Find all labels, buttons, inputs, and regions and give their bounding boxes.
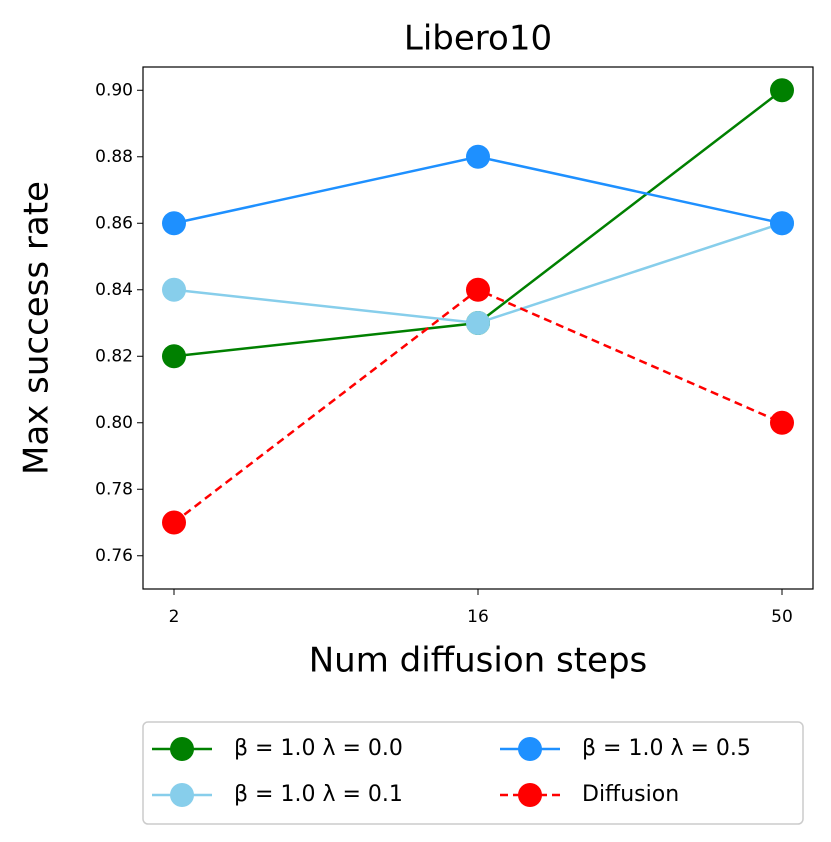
series-line xyxy=(173,222,783,325)
x-tick-label: 2 xyxy=(169,607,180,627)
x-tick-label: 16 xyxy=(467,607,489,627)
point xyxy=(770,211,794,236)
point xyxy=(162,510,186,535)
point xyxy=(162,211,186,236)
legend-label: Diffusion xyxy=(582,782,679,807)
y-tick-label: 0.88 xyxy=(95,147,133,167)
y-tick-label: 0.76 xyxy=(95,546,133,566)
legend-marker xyxy=(518,737,542,761)
point xyxy=(466,311,490,336)
legend-label: β = 1.0 λ = 0.5 xyxy=(582,736,751,761)
y-tick-label: 0.84 xyxy=(95,280,133,300)
legend-box xyxy=(142,721,804,825)
y-tick-label: 0.78 xyxy=(95,479,133,499)
legend-marker xyxy=(170,783,194,807)
legend-label: β = 1.0 λ = 0.1 xyxy=(234,782,403,807)
x-axis-label: Num diffusion steps xyxy=(309,641,648,681)
y-tick-label: 0.86 xyxy=(95,213,133,233)
point xyxy=(466,144,490,169)
y-tick-label: 0.80 xyxy=(95,413,133,433)
point xyxy=(770,410,794,435)
y-axis-label: Max success rate xyxy=(17,181,57,475)
y-tick-label: 0.90 xyxy=(95,80,133,100)
point xyxy=(162,277,186,302)
legend-label: β = 1.0 λ = 0.0 xyxy=(234,736,403,761)
legend-marker xyxy=(170,737,194,761)
chart-title: Libero10 xyxy=(404,19,552,59)
y-tick-label: 0.82 xyxy=(95,346,133,366)
legend-marker xyxy=(518,783,542,807)
point xyxy=(466,277,490,302)
point xyxy=(770,78,794,103)
point xyxy=(162,344,186,369)
x-tick-label: 50 xyxy=(771,607,793,627)
